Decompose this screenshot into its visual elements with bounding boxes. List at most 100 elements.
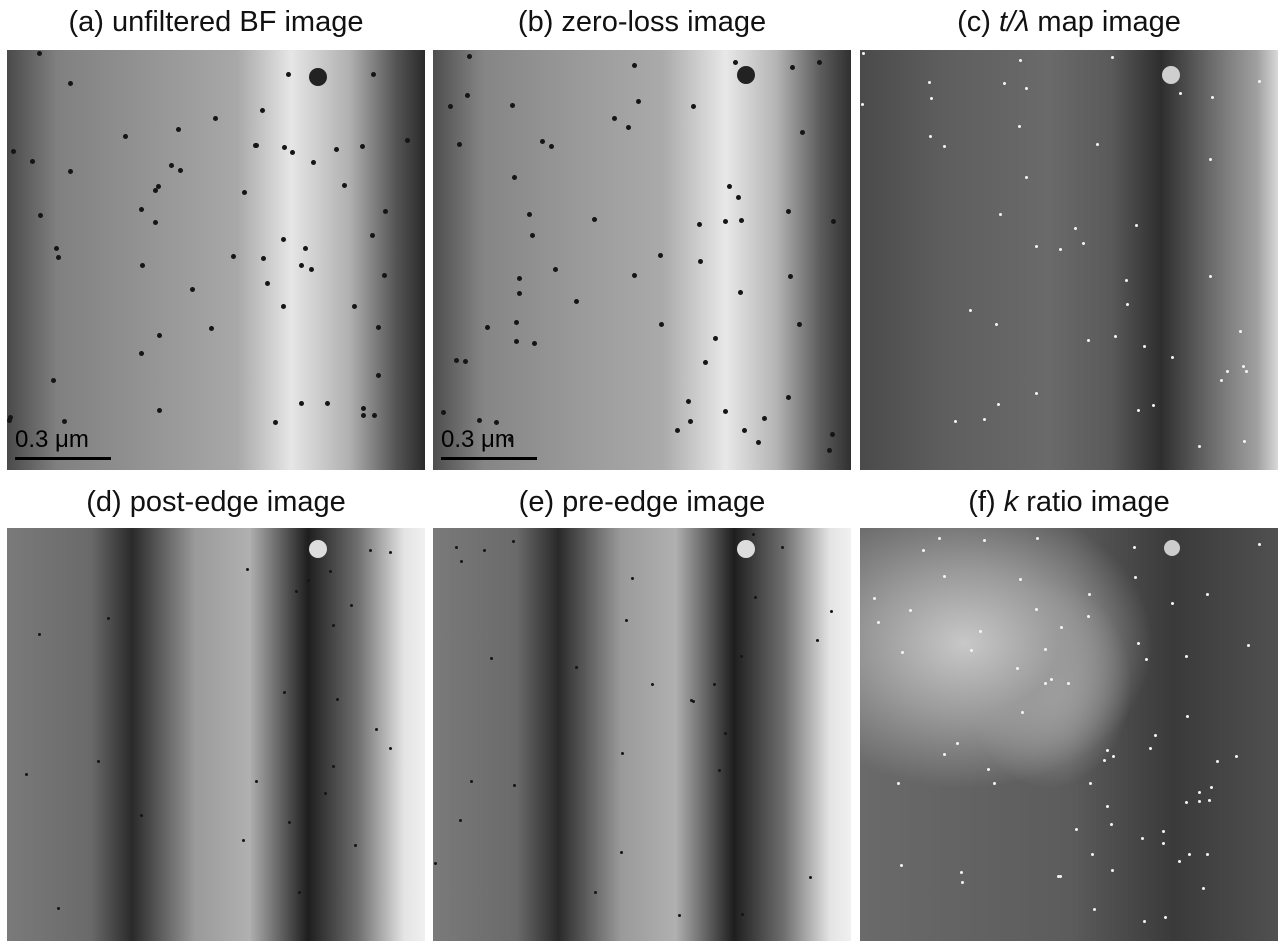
particle (1087, 615, 1090, 618)
particle (575, 666, 578, 669)
particle (490, 657, 493, 660)
particle (724, 732, 727, 735)
particle (742, 428, 747, 433)
particle (283, 691, 286, 694)
particle (1143, 345, 1146, 348)
particle (1235, 755, 1238, 758)
particle (754, 596, 757, 599)
panel-title: (e) pre-edge image (433, 486, 851, 519)
particle (1198, 445, 1201, 448)
particle (979, 630, 982, 633)
particle (1003, 82, 1006, 85)
particle (1242, 365, 1245, 368)
particle (1216, 760, 1219, 763)
particle (713, 336, 718, 341)
particle (1126, 303, 1129, 306)
particle (361, 413, 366, 418)
particle (1075, 828, 1078, 831)
particle (723, 409, 728, 414)
particle (514, 320, 519, 325)
particle (265, 281, 270, 286)
particle (740, 655, 743, 658)
particle (688, 419, 693, 424)
particle (928, 81, 931, 84)
particle (997, 403, 1000, 406)
title-part: (f) (968, 486, 1003, 518)
particle (741, 913, 744, 916)
particle (254, 143, 259, 148)
particle (1206, 853, 1209, 856)
particle (508, 437, 513, 442)
particle (900, 864, 903, 867)
particle (1016, 667, 1019, 670)
particle (140, 814, 143, 817)
particle (68, 81, 73, 86)
particle (786, 209, 791, 214)
particle (943, 753, 946, 756)
particle (1089, 782, 1092, 785)
particle (242, 190, 247, 195)
particle (1035, 245, 1038, 248)
particle (1171, 602, 1174, 605)
particle (1164, 540, 1180, 556)
particle (255, 780, 258, 783)
particle (1141, 837, 1144, 840)
particle (737, 540, 755, 558)
particle (1114, 335, 1117, 338)
particle (762, 416, 767, 421)
scale-bar-label: 0.3 μm (441, 426, 515, 453)
particle (169, 163, 174, 168)
particle (517, 276, 522, 281)
particle (636, 99, 641, 104)
scale-bar: 0.3 μm (15, 426, 111, 460)
particle (1057, 875, 1060, 878)
particle (1103, 759, 1106, 762)
title-part: (d) post-edge image (86, 486, 346, 518)
particle (651, 683, 654, 686)
particle (632, 273, 637, 278)
particle (290, 150, 295, 155)
particle (273, 420, 278, 425)
particle (1112, 755, 1115, 758)
particle (1133, 546, 1136, 549)
particle (68, 169, 73, 174)
title-part: (e) pre-edge image (519, 486, 766, 518)
particle (51, 378, 56, 383)
panel-title: (c) t/λ map image (860, 6, 1278, 39)
particle (929, 135, 932, 138)
micrograph (860, 528, 1278, 941)
figure: (a) unfiltered BF image (b) zero-loss im… (0, 0, 1284, 941)
particle (938, 537, 941, 540)
panel-title: (b) zero-loss image (433, 6, 851, 39)
particle (389, 551, 392, 554)
particle (309, 68, 327, 86)
particle (1035, 608, 1038, 611)
particle (1110, 823, 1113, 826)
particle (311, 160, 316, 165)
particle (56, 255, 61, 260)
micrograph (7, 528, 425, 941)
particle (752, 533, 755, 536)
particle (718, 769, 721, 772)
particle (157, 333, 162, 338)
particle (299, 263, 304, 268)
particle (139, 207, 144, 212)
particle (37, 51, 42, 56)
particle (1044, 648, 1047, 651)
particle (1059, 248, 1062, 251)
particle (553, 267, 558, 272)
particle (873, 597, 876, 600)
particle (242, 839, 245, 842)
particle (1186, 715, 1189, 718)
particle (1088, 593, 1091, 596)
particle (1036, 537, 1039, 540)
particle (1137, 409, 1140, 412)
particle (176, 127, 181, 132)
particle (1087, 339, 1090, 342)
particle (1149, 747, 1152, 750)
particle (231, 254, 236, 259)
particle (25, 773, 28, 776)
particle (995, 323, 998, 326)
micrograph: 0.3 μm (7, 50, 425, 470)
particle (441, 410, 446, 415)
